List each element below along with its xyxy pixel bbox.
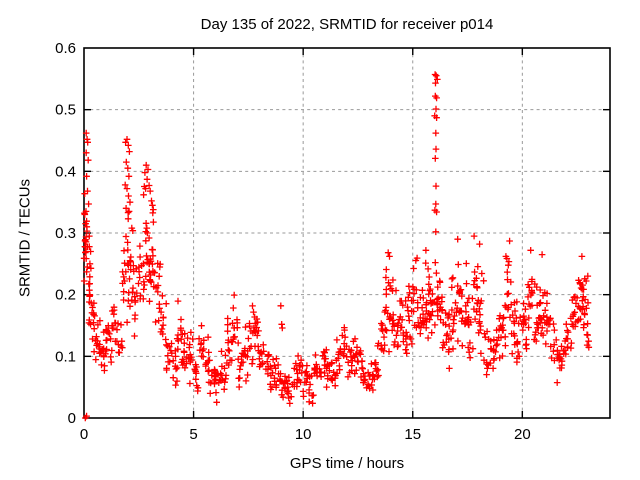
y-tick-label: 0.3 (55, 225, 76, 242)
data-point-marks (80, 71, 593, 422)
x-tick-label: 20 (514, 426, 531, 443)
y-tick-label: 0.5 (55, 102, 76, 119)
x-tick-label: 10 (295, 426, 312, 443)
y-tick-label: 0.4 (55, 163, 76, 180)
chart-title: Day 135 of 2022, SRMTID for receiver p01… (200, 16, 494, 33)
x-axis-label: GPS time / hours (289, 455, 405, 472)
x-tick-label: 5 (189, 426, 197, 443)
y-tick-label: 0.2 (55, 287, 76, 304)
x-tick-label: 15 (404, 426, 421, 443)
y-tick-label: 0.6 (55, 40, 76, 57)
x-tick-label: 0 (80, 426, 88, 443)
y-tick-label: 0 (68, 410, 76, 427)
y-tick-label: 0.1 (55, 348, 76, 365)
